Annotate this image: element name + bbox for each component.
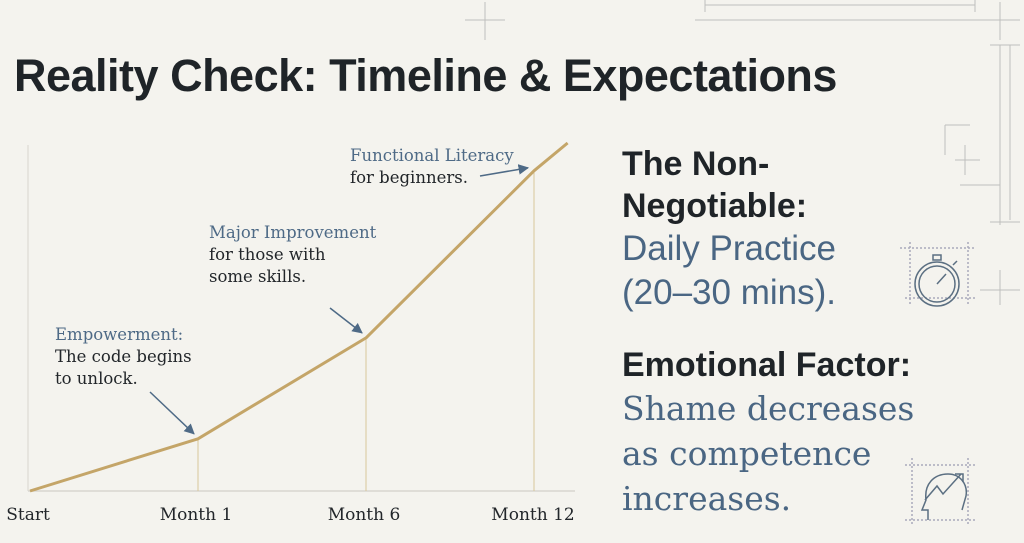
block-body: Daily Practice: [622, 229, 836, 268]
annotation-arrow: [329, 307, 363, 334]
x-tick-label: Month 12: [491, 505, 575, 525]
block-body: increases.: [622, 479, 792, 518]
head-growth-arrow-icon: [905, 458, 975, 526]
block-body: (20–30 mins).: [622, 273, 836, 312]
annotation-text: for beginners.: [350, 168, 468, 187]
annotation-month-6: Major Improvement for those with some sk…: [209, 222, 376, 288]
stopwatch-icon: [900, 242, 975, 307]
block-body: as competence: [622, 434, 872, 473]
annotation-month-12: Functional Literacy for beginners.: [350, 145, 514, 189]
annotation-text: for those with: [209, 245, 326, 264]
annotation-text: some skills.: [209, 267, 307, 286]
series-line: [29, 141, 569, 493]
block-heading: Emotional Factor:: [622, 346, 912, 384]
annotation-text: to unlock.: [55, 369, 138, 388]
block-body: Shame decreases: [622, 389, 915, 428]
emotional-factor-block: Emotional Factor: Shame decreases as com…: [622, 344, 914, 521]
annotation-heading: Major Improvement: [209, 223, 377, 242]
annotation-text: The code begins: [55, 347, 192, 366]
x-tick-label: Month 1: [159, 505, 233, 525]
annotation-heading: Empowerment:: [55, 325, 184, 344]
x-tick-label: Start: [6, 505, 50, 525]
x-tick-label: Month 6: [327, 505, 401, 525]
annotation-month-1: Empowerment: The code begins to unlock.: [55, 324, 192, 390]
annotation-heading: Functional Literacy: [350, 146, 514, 165]
non-negotiable-block: The Non- Negotiable: Daily Practice (20–…: [622, 143, 836, 315]
block-heading: The Non-: [622, 145, 770, 183]
block-heading: Negotiable:: [622, 187, 808, 225]
page-title: Reality Check: Timeline & Expectations: [14, 50, 837, 101]
annotation-arrow: [149, 391, 195, 435]
